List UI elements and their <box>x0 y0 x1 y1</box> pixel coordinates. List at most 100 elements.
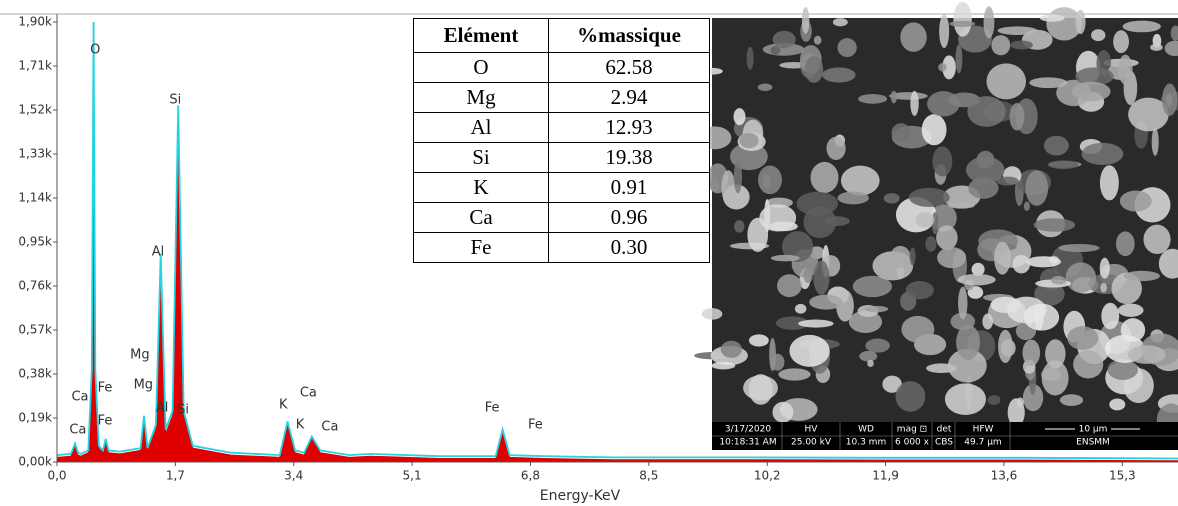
particle <box>901 316 934 343</box>
x-tick-label: 1,7 <box>166 469 185 483</box>
particle <box>826 137 845 160</box>
peak-label: Al <box>156 401 169 416</box>
particle <box>802 7 809 34</box>
particle <box>1024 201 1030 211</box>
sem-hv-label: HV <box>805 425 819 435</box>
x-tick-label: 15,3 <box>1109 469 1136 483</box>
sem-hfw-label: HFW <box>973 425 994 435</box>
particle <box>1143 225 1170 254</box>
particle <box>865 306 889 312</box>
sem-hv: 25.00 kV <box>791 438 832 448</box>
particle <box>900 22 926 51</box>
particle <box>822 67 855 82</box>
particle <box>927 91 960 116</box>
particle <box>967 96 1005 127</box>
particle <box>813 260 829 294</box>
particle <box>773 402 794 423</box>
particle <box>837 38 856 57</box>
particle <box>722 170 736 205</box>
sem-lab: ENSMM <box>1076 438 1110 448</box>
peak-label: K <box>279 398 288 413</box>
table-row: K0.91 <box>414 173 710 203</box>
particle <box>837 192 868 205</box>
particle <box>734 160 742 193</box>
particle <box>1162 83 1177 115</box>
sem-wd-label: WD <box>858 425 874 435</box>
particle <box>945 383 986 415</box>
table-cell: 12.93 <box>549 113 710 143</box>
particle <box>711 362 735 370</box>
x-tick-label: 13,6 <box>991 469 1018 483</box>
particle <box>1066 262 1096 292</box>
particle <box>749 334 769 346</box>
particle <box>859 351 877 362</box>
table-cell: 2.94 <box>549 83 710 113</box>
particle <box>936 225 958 250</box>
sem-wd: 10.3 mm <box>846 438 886 448</box>
particle <box>906 281 934 299</box>
particle <box>957 274 995 285</box>
particle <box>1082 143 1124 165</box>
table-cell: K <box>414 173 549 203</box>
page: Energy-KeV 3/17/2020 10:18:31 AM HV 25.0… <box>0 0 1178 506</box>
particle <box>773 31 796 48</box>
particle <box>884 193 900 203</box>
particle <box>910 91 918 116</box>
particle <box>1100 165 1119 200</box>
particle <box>865 339 890 353</box>
particle <box>833 18 848 26</box>
particle <box>771 354 785 371</box>
particle <box>991 35 1010 55</box>
particle <box>949 21 975 27</box>
particle <box>938 63 946 71</box>
sem-hfw: 49.7 µm <box>964 438 1001 448</box>
sem-det: CBS <box>935 438 953 448</box>
particle <box>1013 255 1030 274</box>
particle <box>770 46 780 55</box>
particle <box>956 44 963 73</box>
particle <box>987 395 1000 405</box>
sem-time: 10:18:31 AM <box>719 438 776 448</box>
table-row: Si19.38 <box>414 143 710 173</box>
table-cell: 0.96 <box>549 203 710 233</box>
peak-label: Ca <box>71 389 88 404</box>
particle <box>734 220 744 233</box>
particle <box>1120 191 1152 212</box>
peak-label: Fe <box>98 414 113 429</box>
peak-label: Si <box>169 93 181 108</box>
particle <box>998 26 1038 35</box>
particle <box>1051 276 1067 285</box>
particle <box>990 297 1020 313</box>
particle <box>1124 271 1160 281</box>
y-tick-label: 0,57k <box>18 323 52 337</box>
particle <box>1073 350 1103 378</box>
particle <box>1029 77 1067 88</box>
peak-label: Ca <box>321 420 338 435</box>
x-tick-label: 10,2 <box>754 469 781 483</box>
y-tick-label: 1,52k <box>18 103 52 117</box>
particle <box>1048 160 1079 169</box>
particle <box>1072 82 1111 102</box>
particle <box>994 242 1011 275</box>
y-tick-label: 0,00k <box>18 455 52 469</box>
particle <box>789 335 829 367</box>
peak-label: Mg <box>130 348 149 363</box>
particle <box>867 360 874 367</box>
particle <box>953 2 971 37</box>
table-row: Mg2.94 <box>414 83 710 113</box>
table-header: Elément%massique <box>414 19 710 53</box>
x-tick-label: 11,9 <box>872 469 899 483</box>
particle <box>759 204 796 231</box>
particle <box>998 330 1013 363</box>
table-cell: 19.38 <box>549 143 710 173</box>
particle <box>1116 231 1135 256</box>
particle <box>1040 14 1065 21</box>
column-header: %massique <box>549 19 710 53</box>
particle <box>1152 128 1159 156</box>
particle <box>747 47 754 70</box>
particle <box>948 203 974 209</box>
